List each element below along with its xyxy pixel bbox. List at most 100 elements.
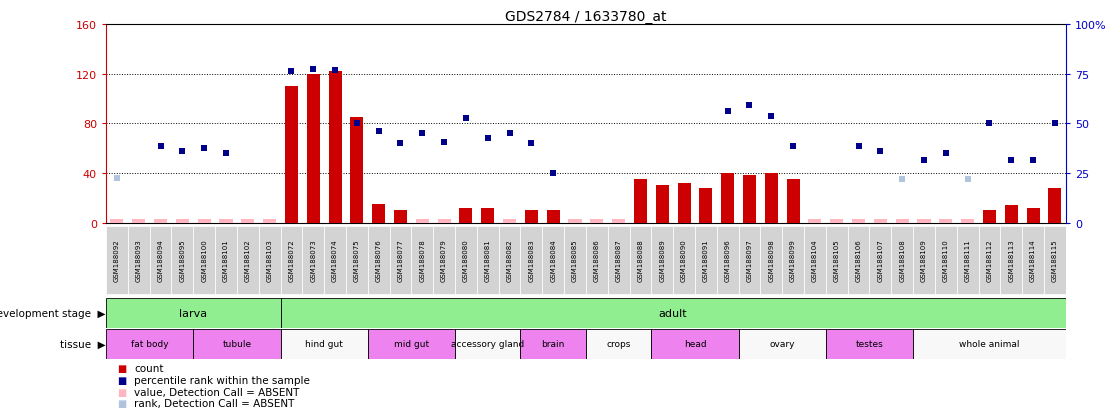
Bar [590,219,604,223]
Text: tissue  ▶: tissue ▶ [60,339,106,349]
Bar [760,226,782,294]
Text: GSM188078: GSM188078 [420,239,425,282]
Text: testes: testes [856,339,884,348]
Bar [808,219,821,223]
Point [1046,121,1064,127]
Text: GSM188084: GSM188084 [550,239,556,281]
Text: ■: ■ [117,387,126,396]
Point [959,176,976,183]
Bar [1048,188,1061,223]
Text: GSM188076: GSM188076 [376,239,382,282]
Bar [913,329,1066,358]
Bar [677,183,691,223]
Point [326,67,344,74]
Point [915,158,933,164]
Bar [128,226,150,294]
Bar [935,226,956,294]
Bar [634,180,647,223]
Text: whole animal: whole animal [959,339,1020,348]
Bar [913,226,935,294]
Bar [328,72,341,223]
Bar [346,226,368,294]
Point [413,131,431,137]
Bar [1043,226,1066,294]
Text: GSM188107: GSM188107 [877,239,884,282]
Text: GSM188097: GSM188097 [747,239,752,282]
Text: GSM188103: GSM188103 [267,239,272,282]
Bar [564,226,586,294]
Bar [324,226,346,294]
Bar [892,226,913,294]
Point [435,139,453,146]
Point [719,108,737,115]
Text: ■: ■ [117,363,126,373]
Bar [874,219,887,223]
Bar [220,219,232,223]
Bar [437,219,451,223]
Text: tubule: tubule [222,339,251,348]
Text: GSM188090: GSM188090 [681,239,687,282]
Point [479,135,497,142]
Bar [307,74,320,223]
Title: GDS2784 / 1633780_at: GDS2784 / 1633780_at [506,10,666,24]
Point [1002,158,1020,164]
Text: GSM188089: GSM188089 [660,239,665,282]
Bar [525,211,538,223]
Bar [787,180,800,223]
Bar [764,173,778,223]
Text: GSM188091: GSM188091 [703,239,709,282]
Point [849,143,867,150]
Bar [848,226,869,294]
Bar [237,226,259,294]
Bar [656,186,668,223]
Bar [700,188,712,223]
Bar [460,208,472,223]
Text: GSM188087: GSM188087 [616,239,622,282]
Bar [193,329,280,358]
Text: accessory gland: accessory gland [451,339,525,348]
Bar [394,211,407,223]
Text: hind gut: hind gut [305,339,343,348]
Bar [372,204,385,223]
Bar [280,226,302,294]
Bar [389,226,412,294]
Text: GSM188100: GSM188100 [201,239,208,282]
Text: GSM188115: GSM188115 [1052,239,1058,281]
Text: GSM188101: GSM188101 [223,239,229,282]
Point [392,140,410,147]
Bar [869,226,892,294]
Point [545,170,562,177]
Bar [176,219,189,223]
Bar [961,219,974,223]
Bar [368,226,389,294]
Bar [586,226,608,294]
Text: GSM188102: GSM188102 [244,239,251,281]
Point [872,148,889,154]
Text: GSM188096: GSM188096 [724,239,731,282]
Bar [940,219,952,223]
Bar [172,226,193,294]
Bar [956,226,979,294]
Point [217,150,235,157]
Point [369,128,387,135]
Bar [983,211,995,223]
Bar [979,226,1000,294]
Bar [695,226,716,294]
Point [152,143,170,150]
Text: GSM188088: GSM188088 [637,239,644,282]
Bar [896,219,908,223]
Bar [150,226,172,294]
Bar [826,226,848,294]
Point [981,121,999,127]
Text: ■: ■ [117,398,126,408]
Bar [1027,208,1040,223]
Bar [110,219,124,223]
Bar [106,329,193,358]
Bar [455,226,477,294]
Point [348,121,366,127]
Bar [721,173,734,223]
Bar [782,226,804,294]
Point [741,102,759,109]
Text: GSM188082: GSM188082 [507,239,512,281]
Text: GSM188108: GSM188108 [899,239,905,282]
